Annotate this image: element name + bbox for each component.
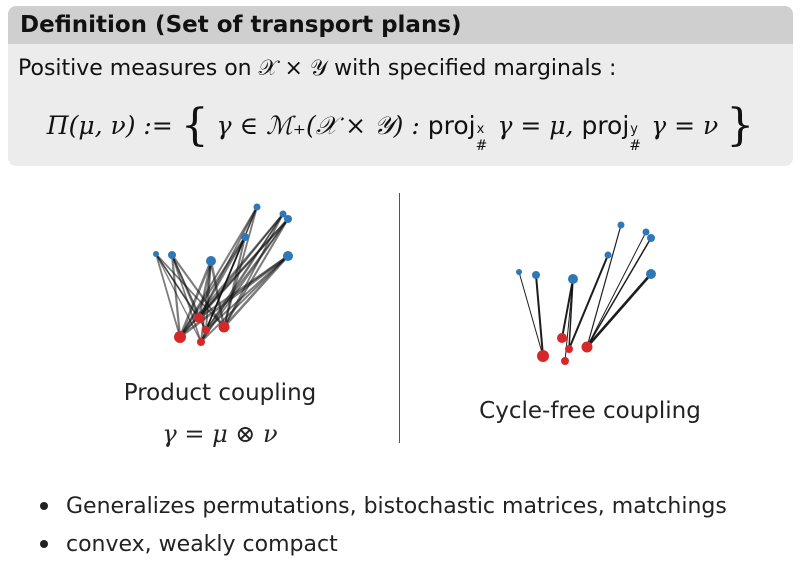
- source-point: [646, 269, 656, 279]
- source-point: [642, 228, 650, 236]
- target-point: [557, 333, 567, 343]
- target-point: [561, 357, 569, 365]
- bullet-text: Generalizes permutations, bistochastic m…: [66, 493, 727, 519]
- source-point: [168, 251, 176, 259]
- coupling-line: [200, 206, 258, 343]
- coupling-line: [178, 260, 213, 338]
- coupling-line: [586, 224, 622, 348]
- source-point: [241, 233, 249, 241]
- target-point: [218, 321, 230, 333]
- source-point: [647, 234, 655, 242]
- formula-lhs: Π(μ, ν) :=: [46, 111, 173, 140]
- coupling-line: [586, 273, 652, 348]
- close-brace: }: [726, 100, 755, 151]
- coupling-line: [198, 218, 289, 319]
- definition-title: Definition (Set of transport plans): [8, 6, 793, 44]
- target-point: [202, 326, 210, 334]
- bullet-dot-icon: [40, 502, 48, 510]
- coupling-line: [198, 255, 289, 319]
- coupling-line: [170, 254, 182, 338]
- coupling-line: [568, 254, 609, 350]
- source-point: [532, 271, 540, 279]
- cycle-free-coupling-caption: Cycle-free coupling: [479, 398, 701, 424]
- target-point: [174, 331, 186, 343]
- source-point: [253, 203, 261, 211]
- source-point: [206, 256, 216, 266]
- bullet-text: convex, weakly compact: [66, 531, 338, 557]
- transport-plan-formula: Π(μ, ν) := { γ ∈ ℳ₊(𝒳 × 𝒴) : proj x # γ = …: [46, 100, 755, 154]
- product-coupling-formula: γ = μ ⊗ ν: [162, 420, 278, 448]
- target-point: [197, 338, 205, 346]
- bullet-dot-icon: [40, 540, 48, 548]
- coupling-line: [179, 206, 258, 338]
- source-point: [284, 215, 292, 223]
- coupling-line: [586, 231, 647, 348]
- coupling-line: [535, 274, 544, 357]
- proj-y-label: proj: [581, 111, 630, 140]
- source-point: [568, 274, 578, 284]
- coupling-line: [200, 213, 284, 343]
- product-coupling-diagram: [153, 203, 293, 346]
- source-point: [283, 251, 293, 261]
- target-point: [194, 313, 204, 323]
- coupling-line: [200, 255, 289, 343]
- definition-block: Definition (Set of transport plans) Posi…: [8, 6, 793, 166]
- source-point: [516, 269, 522, 275]
- definition-body: Positive measures on 𝒳 × 𝒴 with specifie…: [8, 44, 793, 166]
- coupling-line: [223, 213, 284, 328]
- coupling-line: [171, 254, 202, 343]
- coupling-line: [198, 206, 258, 319]
- coupling-line: [586, 237, 652, 348]
- product-coupling-caption: Product coupling: [123, 380, 317, 406]
- source-point: [604, 251, 612, 259]
- coupling-line: [518, 271, 544, 357]
- source-point: [617, 221, 625, 229]
- proj-x-label: proj: [427, 111, 476, 140]
- source-point: [153, 251, 159, 257]
- open-brace: {: [180, 100, 209, 151]
- bullet-item: convex, weakly compact: [40, 525, 727, 563]
- bullet-item: Generalizes permutations, bistochastic m…: [40, 487, 727, 525]
- cycle-free-coupling-diagram: [516, 221, 656, 365]
- formula-eq2: γ = ν: [651, 111, 719, 140]
- coupling-line: [561, 278, 574, 339]
- bullet-list: Generalizes permutations, bistochastic m…: [40, 487, 727, 563]
- target-point: [581, 341, 593, 353]
- source-point: [279, 210, 287, 218]
- formula-eq1: γ = μ,: [497, 111, 574, 140]
- target-point: [565, 345, 573, 353]
- definition-intro: Positive measures on 𝒳 × 𝒴 with specifie…: [18, 56, 617, 81]
- formula-set-body: γ ∈ ℳ₊(𝒳 × 𝒴) :: [216, 111, 420, 140]
- coupling-line: [155, 253, 181, 338]
- target-point: [537, 350, 549, 362]
- vertical-divider: [399, 193, 400, 443]
